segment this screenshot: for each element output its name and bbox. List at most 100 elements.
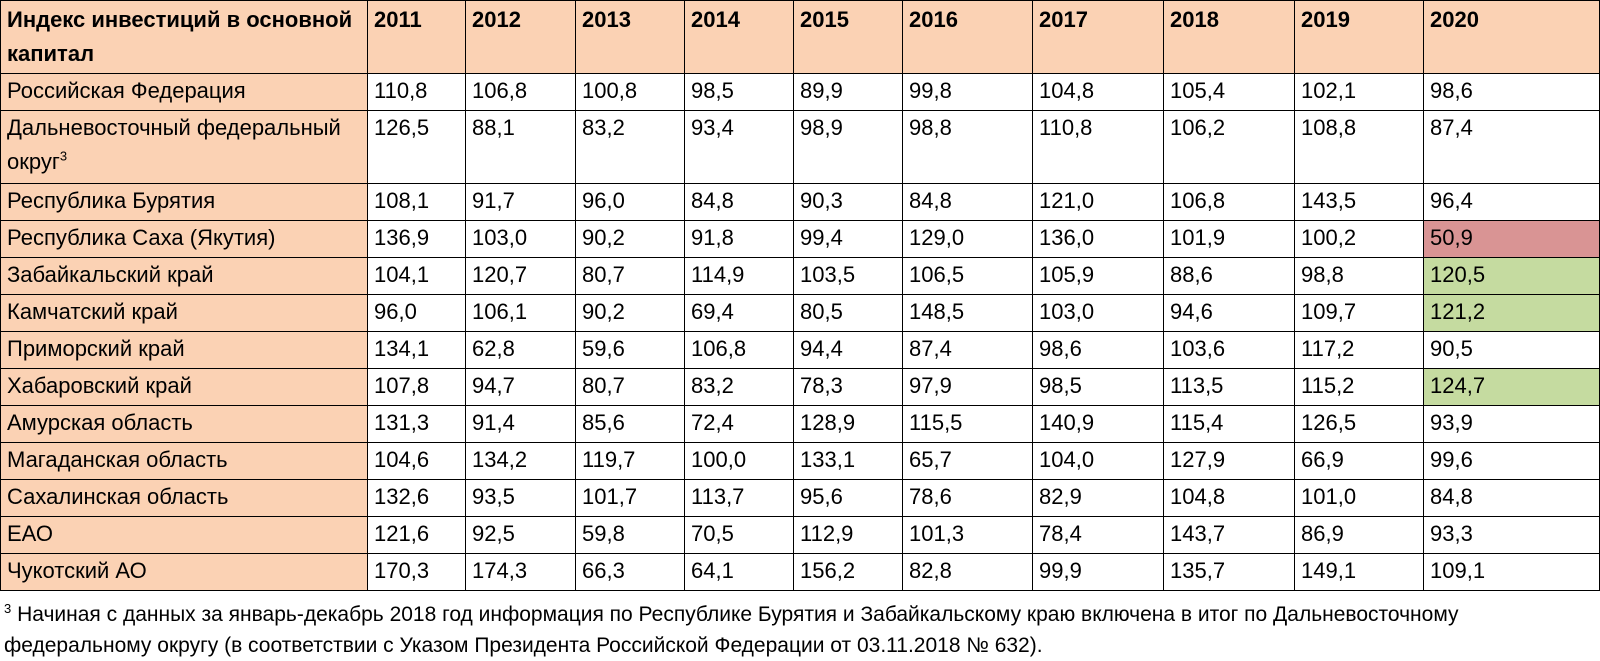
row-label: Камчатский край — [0, 294, 368, 332]
value-cell-2011: 121,6 — [367, 516, 466, 554]
table-row: Дальневосточный федеральный округ3 126,5 8… — [0, 110, 1600, 184]
column-header-2020: 2020 — [1423, 0, 1600, 74]
value-cell-2015: 128,9 — [793, 405, 903, 443]
column-header-2015: 2015 — [793, 0, 903, 74]
row-label: Забайкальский край — [0, 257, 368, 295]
value-cell-2014: 93,4 — [684, 110, 794, 184]
value-cell-2014: 84,8 — [684, 183, 794, 221]
value-cell-2020: 121,2 — [1423, 294, 1600, 332]
value-cell-2016: 98,8 — [902, 110, 1033, 184]
value-cell-2013: 80,7 — [575, 257, 685, 295]
value-cell-2020: 124,7 — [1423, 368, 1600, 406]
value-cell-2020: 96,4 — [1423, 183, 1600, 221]
value-cell-2011: 170,3 — [367, 553, 466, 591]
row-label: Дальневосточный федеральный округ3 — [0, 110, 368, 184]
value-cell-2018: 115,4 — [1163, 405, 1295, 443]
value-cell-2016: 106,5 — [902, 257, 1033, 295]
value-cell-2019: 86,9 — [1294, 516, 1424, 554]
value-cell-2018: 101,9 — [1163, 220, 1295, 258]
value-cell-2019: 149,1 — [1294, 553, 1424, 591]
value-cell-2013: 59,6 — [575, 331, 685, 369]
value-cell-2013: 59,8 — [575, 516, 685, 554]
value-cell-2012: 134,2 — [465, 442, 576, 480]
footnote-text: Начиная с данных за январь-декабрь 2018 … — [4, 603, 1459, 657]
value-cell-2019: 109,7 — [1294, 294, 1424, 332]
row-label: Российская Федерация — [0, 73, 368, 111]
table-body: Российская Федерация 110,8 106,8 100,8 98,5 8… — [0, 73, 1600, 591]
value-cell-2018: 94,6 — [1163, 294, 1295, 332]
value-cell-2011: 104,1 — [367, 257, 466, 295]
value-cell-2020: 98,6 — [1423, 73, 1600, 111]
value-cell-2016: 101,3 — [902, 516, 1033, 554]
value-cell-2012: 106,8 — [465, 73, 576, 111]
table-row: Забайкальский край 104,1 120,7 80,7 114,9 103… — [0, 257, 1600, 295]
value-cell-2011: 104,6 — [367, 442, 466, 480]
value-cell-2019: 100,2 — [1294, 220, 1424, 258]
value-cell-2018: 106,2 — [1163, 110, 1295, 184]
value-cell-2020: 84,8 — [1423, 479, 1600, 517]
value-cell-2013: 85,6 — [575, 405, 685, 443]
header-row: Индекс инвестиций в основной капитал 201… — [0, 0, 1600, 74]
value-cell-2018: 104,8 — [1163, 479, 1295, 517]
row-label-text: Республика Бурятия — [7, 188, 216, 213]
value-cell-2011: 126,5 — [367, 110, 466, 184]
row-label: Республика Бурятия — [0, 183, 368, 221]
table-row: ЕАО 121,6 92,5 59,8 70,5 112,9 101,3 78,4 143,7 8… — [0, 516, 1600, 554]
investment-index-table: Индекс инвестиций в основной капитал 201… — [0, 0, 1600, 591]
value-cell-2011: 132,6 — [367, 479, 466, 517]
value-cell-2017: 110,8 — [1032, 110, 1164, 184]
row-label-text: Забайкальский край — [7, 262, 214, 287]
value-cell-2016: 115,5 — [902, 405, 1033, 443]
row-label: Республика Саха (Якутия) — [0, 220, 368, 258]
row-label-text: Камчатский край — [7, 299, 178, 324]
value-cell-2020: 109,1 — [1423, 553, 1600, 591]
value-cell-2019: 108,8 — [1294, 110, 1424, 184]
value-cell-2011: 136,9 — [367, 220, 466, 258]
value-cell-2013: 83,2 — [575, 110, 685, 184]
value-cell-2012: 92,5 — [465, 516, 576, 554]
value-cell-2018: 127,9 — [1163, 442, 1295, 480]
row-label-text: Чукотский АО — [7, 558, 147, 583]
value-cell-2013: 96,0 — [575, 183, 685, 221]
row-label: Чукотский АО — [0, 553, 368, 591]
value-cell-2016: 99,8 — [902, 73, 1033, 111]
value-cell-2014: 106,8 — [684, 331, 794, 369]
value-cell-2012: 106,1 — [465, 294, 576, 332]
value-cell-2014: 64,1 — [684, 553, 794, 591]
footnote-marker: 3 — [4, 601, 12, 616]
value-cell-2012: 93,5 — [465, 479, 576, 517]
value-cell-2017: 121,0 — [1032, 183, 1164, 221]
value-cell-2019: 101,0 — [1294, 479, 1424, 517]
value-cell-2015: 133,1 — [793, 442, 903, 480]
value-cell-2015: 156,2 — [793, 553, 903, 591]
value-cell-2019: 126,5 — [1294, 405, 1424, 443]
column-header-2019: 2019 — [1294, 0, 1424, 74]
value-cell-2018: 103,6 — [1163, 331, 1295, 369]
value-cell-2020: 90,5 — [1423, 331, 1600, 369]
value-cell-2019: 102,1 — [1294, 73, 1424, 111]
value-cell-2015: 80,5 — [793, 294, 903, 332]
value-cell-2014: 83,2 — [684, 368, 794, 406]
value-cell-2013: 66,3 — [575, 553, 685, 591]
column-header-2016: 2016 — [902, 0, 1033, 74]
table-row: Камчатский край 96,0 106,1 90,2 69,4 80,5 148,… — [0, 294, 1600, 332]
value-cell-2018: 113,5 — [1163, 368, 1295, 406]
row-label-text: Дальневосточный федеральный округ — [7, 115, 341, 174]
value-cell-2016: 78,6 — [902, 479, 1033, 517]
value-cell-2014: 98,5 — [684, 73, 794, 111]
value-cell-2018: 105,4 — [1163, 73, 1295, 111]
value-cell-2014: 113,7 — [684, 479, 794, 517]
value-cell-2017: 99,9 — [1032, 553, 1164, 591]
value-cell-2012: 174,3 — [465, 553, 576, 591]
value-cell-2019: 66,9 — [1294, 442, 1424, 480]
value-cell-2015: 94,4 — [793, 331, 903, 369]
footnote-ref: 3 — [59, 148, 68, 164]
value-cell-2016: 97,9 — [902, 368, 1033, 406]
table-row: Хабаровский край 107,8 94,7 80,7 83,2 78,3 97,… — [0, 368, 1600, 406]
value-cell-2018: 88,6 — [1163, 257, 1295, 295]
value-cell-2015: 103,5 — [793, 257, 903, 295]
value-cell-2019: 115,2 — [1294, 368, 1424, 406]
value-cell-2017: 104,0 — [1032, 442, 1164, 480]
value-cell-2015: 90,3 — [793, 183, 903, 221]
value-cell-2020: 87,4 — [1423, 110, 1600, 184]
